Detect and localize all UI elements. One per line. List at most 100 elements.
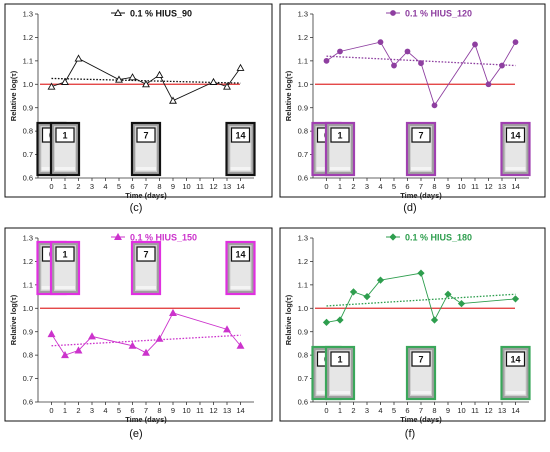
x-tick-label: 13: [498, 182, 506, 191]
x-tick-label: 2: [76, 406, 80, 415]
y-tick-label: 0.6: [23, 174, 33, 183]
x-tick-label: 14: [511, 182, 519, 191]
x-tick-label: 1: [63, 182, 67, 191]
vial-base: [136, 286, 156, 289]
data-point: [391, 62, 397, 69]
y-tick-label: 1.2: [298, 257, 308, 266]
x-tick-label: 5: [117, 182, 121, 191]
vial-liquid: [230, 262, 251, 290]
vial-photo: 1: [324, 121, 356, 177]
legend-label: 0.1 % HIUS_180: [405, 232, 472, 242]
x-tick-label: 4: [103, 182, 107, 191]
x-tick-label: 2: [351, 182, 355, 191]
vial-liquid: [330, 367, 350, 395]
legend-marker: [390, 10, 396, 16]
data-point: [512, 39, 519, 46]
vial-photo: 1: [49, 121, 81, 177]
trendline: [51, 77, 241, 84]
day-label-box: [230, 246, 251, 262]
x-tick-label: 7: [419, 182, 423, 191]
x-tick-label: 3: [90, 406, 94, 415]
y-tick-label: 1.1: [298, 56, 308, 65]
day-label-box: [55, 246, 75, 262]
x-tick-label: 10: [457, 182, 465, 191]
vial-liquid: [55, 262, 75, 290]
legend-label: 0.1 % HIUS_120: [405, 8, 472, 18]
vial-liquid: [411, 143, 431, 171]
y-tick-label: 0.9: [23, 327, 33, 336]
data-point: [363, 292, 371, 301]
x-tick-label: 12: [209, 182, 217, 191]
x-tick-label: 11: [196, 182, 204, 191]
legend-marker: [114, 232, 122, 241]
x-tick-label: 2: [351, 406, 355, 415]
trendline: [51, 334, 241, 347]
day-label-box: [136, 127, 156, 143]
series-line: [326, 272, 516, 323]
x-tick-label: 9: [171, 182, 175, 191]
x-tick-label: 12: [484, 182, 492, 191]
day-label: 7: [143, 250, 148, 260]
x-tick-label: 6: [405, 406, 409, 415]
vial-photo: 14: [500, 345, 531, 401]
x-tick-label: 8: [432, 182, 436, 191]
vial-liquid: [505, 143, 526, 171]
vial-photo: 7: [130, 121, 162, 177]
x-tick-label: 1: [338, 406, 342, 415]
x-axis-title: Time (days): [125, 415, 167, 424]
vial-base: [136, 167, 156, 170]
x-tick-label: 5: [117, 406, 121, 415]
data-point: [236, 63, 245, 71]
data-point: [485, 81, 492, 88]
data-point: [209, 77, 218, 85]
day-label: 1: [62, 250, 67, 260]
data-point: [323, 57, 330, 64]
data-point: [444, 290, 452, 298]
data-point: [457, 299, 466, 308]
y-axis-title: Relative log(τ): [9, 294, 18, 345]
trendline: [326, 55, 516, 67]
x-tick-label: 14: [236, 406, 244, 415]
day-label-box: [230, 127, 251, 143]
data-point: [155, 334, 164, 342]
y-tick-label: 0.9: [298, 327, 308, 336]
day-label: 14: [510, 131, 520, 141]
x-tick-label: 4: [378, 182, 382, 191]
y-tick-label: 0.6: [298, 174, 308, 183]
data-point: [128, 341, 137, 349]
x-tick-label: 2: [76, 182, 80, 191]
vial-base: [230, 286, 251, 289]
vial-base: [505, 391, 526, 394]
legend-label: 0.1 % HIUS_150: [130, 232, 197, 242]
y-tick-label: 1.0: [23, 304, 33, 313]
trendline: [326, 293, 516, 307]
x-tick-label: 11: [471, 406, 479, 415]
y-tick-label: 1.1: [298, 280, 308, 289]
y-tick-label: 1.3: [23, 234, 33, 243]
y-tick-label: 0.8: [298, 351, 308, 360]
vial-photo: 7: [405, 121, 437, 177]
data-point: [336, 316, 344, 324]
legend-label: 0.1 % HIUS_90: [130, 8, 192, 18]
x-tick-label: 13: [498, 406, 506, 415]
x-tick-label: 13: [223, 182, 231, 191]
day-label: 14: [510, 355, 520, 365]
vial-base: [505, 167, 526, 170]
x-tick-label: 6: [130, 406, 134, 415]
day-label: 14: [235, 250, 245, 260]
day-label: 7: [418, 355, 423, 365]
data-point: [142, 348, 150, 356]
series-line: [51, 312, 241, 356]
data-point: [472, 41, 478, 48]
x-tick-label: 10: [457, 406, 465, 415]
day-label: 1: [62, 131, 67, 141]
x-tick-label: 8: [157, 182, 161, 191]
day-label-box: [411, 351, 431, 367]
data-point: [169, 96, 177, 104]
x-tick-label: 13: [223, 406, 231, 415]
x-tick-label: 0: [49, 182, 53, 191]
day-label: 1: [337, 355, 342, 365]
day-label-box: [505, 127, 526, 143]
vial-liquid: [330, 143, 350, 171]
x-tick-label: 7: [144, 182, 148, 191]
